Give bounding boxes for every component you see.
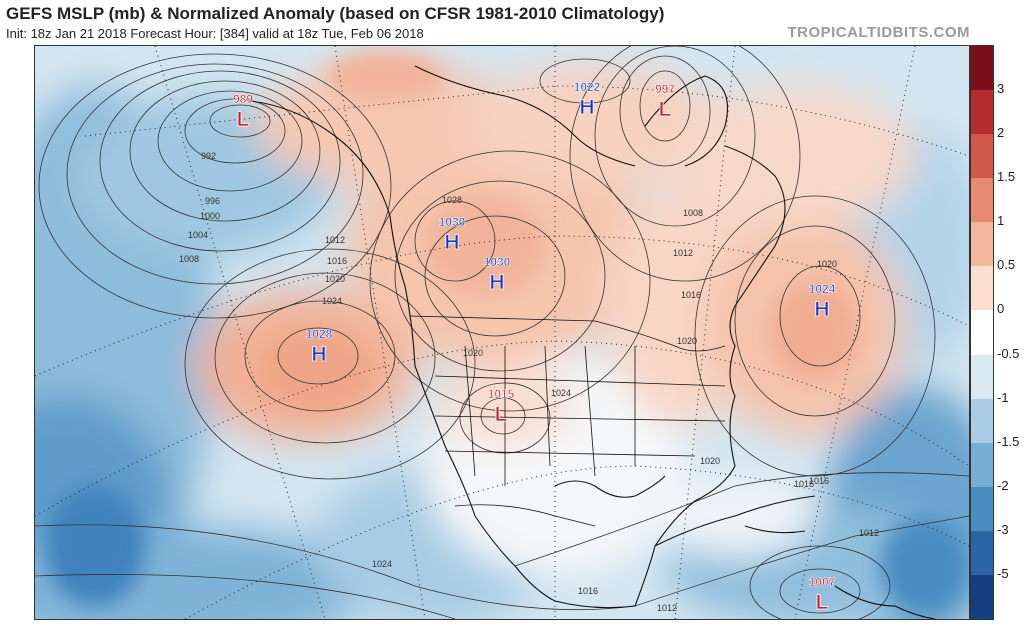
system-pressure-value: 1024: [809, 282, 836, 296]
high-pressure-marker: 1030 H: [438, 215, 466, 255]
pressure-systems: 989L1022H997L1030H1030H1028H1015L1024H10…: [233, 80, 836, 615]
colorbar-tick-label: 3: [997, 81, 1005, 97]
low-pressure-marker: 997 L: [655, 82, 676, 122]
anomaly-colorbar: [970, 45, 994, 620]
isobar-value-label: 1012: [673, 248, 693, 258]
isobar-value-label: 1020: [700, 456, 720, 466]
system-pressure-value: 1030: [484, 255, 511, 269]
isobar-value-label: 1016: [327, 256, 347, 266]
colorbar-segment: [971, 134, 993, 179]
isobar-value-label: 1020: [463, 348, 483, 358]
graticule: [35, 46, 969, 619]
isobar-value-label: 1016: [794, 479, 814, 489]
isobar-value-label: 1020: [817, 259, 837, 269]
high-pressure-marker: 1022 H: [573, 80, 601, 120]
colorbar-segment: [971, 222, 993, 267]
isobar-value-label: 1000: [200, 211, 220, 221]
colorbar-tick-label: -5: [997, 565, 1009, 581]
colorbar-tick-label: 2: [997, 125, 1005, 141]
colorbar-tick-label: -1: [997, 389, 1009, 405]
system-type-letter: H: [444, 231, 459, 254]
system-pressure-value: 989: [233, 92, 253, 106]
colorbar-tick-label: -1.5: [997, 433, 1020, 449]
isobar-value-label: 1020: [677, 336, 697, 346]
coastlines: [249, 65, 936, 619]
high-pressure-marker: 1028 H: [305, 327, 333, 367]
system-pressure-value: 1015: [488, 387, 515, 401]
high-pressure-marker: 1030 H: [483, 255, 511, 295]
isobar-value-label: 1016: [578, 586, 598, 596]
system-type-letter: L: [659, 98, 672, 121]
low-pressure-marker: 989 L: [233, 92, 254, 132]
colorbar-segment: [971, 530, 993, 576]
isobar-value-label: 1012: [859, 528, 879, 538]
colorbar-segment: [971, 90, 993, 135]
system-type-letter: H: [489, 271, 504, 294]
isobar-value-label: 1008: [683, 208, 703, 218]
isobar-value-label: 1028: [442, 195, 462, 205]
anomaly-shading: [35, 66, 969, 619]
system-type-letter: L: [495, 403, 508, 426]
isobar-value-label: 992: [201, 151, 216, 161]
colorbar-tick-label: -0.5: [997, 345, 1020, 361]
brand-watermark: TROPICALTIDBITS.COM: [787, 24, 970, 41]
isobars: [35, 46, 969, 619]
chart-title: GEFS MSLP (mb) & Normalized Anomaly (bas…: [6, 4, 665, 23]
forecast-info: Init: 18z Jan 21 2018 Forecast Hour: [38…: [6, 26, 424, 41]
isobar-value-label: 1004: [188, 230, 208, 240]
isobar-value-label: 1012: [325, 235, 345, 245]
mslp-anomaly-map: 992 996 1000 1004 1008 1012 1016 1020 1024 1028 10…: [34, 45, 970, 620]
isobar-value-label: 1024: [322, 296, 342, 306]
colorbar-tick-label: 0.5: [997, 257, 1016, 273]
isobar-value-label: 1012: [657, 603, 677, 613]
colorbar-segment: [971, 486, 993, 532]
colorbar-segment: [971, 266, 993, 311]
system-pressure-value: 1007: [809, 575, 836, 589]
system-pressure-value: 997: [655, 82, 675, 96]
colorbar-segment: [971, 574, 993, 620]
colorbar-tick-label: 1.5: [997, 169, 1016, 185]
isobar-value-label: 1008: [179, 254, 199, 264]
low-pressure-marker: 1007 L: [808, 575, 836, 615]
isobar-value-label: 996: [205, 196, 220, 206]
high-pressure-marker: 1024 H: [808, 282, 836, 322]
colorbar-segment: [971, 178, 993, 223]
colorbar-segment: [971, 46, 993, 91]
isobar-value-label: 1020: [325, 274, 345, 284]
colorbar-tick-label: -3: [997, 521, 1009, 537]
isobar-value-label: 1016: [809, 476, 829, 486]
colorbar-tick-label: -2: [997, 477, 1009, 493]
system-pressure-value: 1022: [574, 80, 601, 94]
system-type-letter: L: [816, 591, 829, 614]
colorbar-tick-label: 1: [997, 213, 1005, 229]
colorbar-tick-label: 0: [997, 301, 1005, 317]
political-borders: [409, 315, 726, 527]
low-pressure-marker: 1015 L: [487, 387, 515, 427]
colorbar-segment: [971, 310, 993, 356]
colorbar-segment: [971, 354, 993, 400]
system-pressure-value: 1030: [439, 215, 466, 229]
system-type-letter: H: [579, 96, 594, 119]
system-type-letter: H: [814, 298, 829, 321]
isobar-value-label: 1024: [551, 388, 571, 398]
isobar-value-label: 1016: [681, 290, 701, 300]
isobar-labels: 9929961000100410081012101610201024102810…: [179, 151, 879, 613]
colorbar-segment: [971, 442, 993, 488]
colorbar-segment: [971, 398, 993, 444]
system-pressure-value: 1028: [306, 327, 333, 341]
isobar-value-label: 1024: [372, 559, 392, 569]
system-type-letter: H: [311, 343, 326, 366]
system-type-letter: L: [237, 108, 250, 131]
